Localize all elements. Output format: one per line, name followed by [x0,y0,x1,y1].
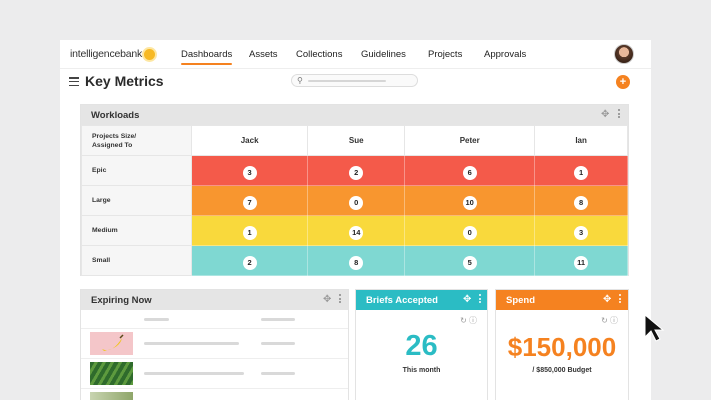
list-item[interactable] [81,329,348,359]
briefs-widget: Briefs Accepted ✥ ↻ ⓘ 26 This month [355,289,488,400]
move-icon[interactable]: ✥ [323,294,332,305]
briefs-header: Briefs Accepted ✥ [356,290,487,310]
spend-caption: / $850,000 Budget [532,367,592,374]
workload-cell[interactable]: 1 [534,155,628,186]
kebab-icon[interactable] [619,294,622,305]
user-avatar[interactable] [614,44,634,64]
workload-cell[interactable]: 1 [190,215,309,246]
nav-assets[interactable]: Assets [249,49,278,60]
table-row: Medium 1 14 0 3 [81,215,628,246]
workload-cell[interactable]: 3 [534,215,628,246]
workloads-table: Projects Size/Assigned To Jack Sue Peter… [81,125,628,276]
refresh-info-icons[interactable]: ↻ ⓘ [460,316,477,325]
nav-projects[interactable]: Projects [428,49,463,60]
column-header-peter: Peter [404,125,536,156]
spend-value: $150,000 [507,332,617,362]
count-badge: 1 [242,225,257,240]
logo[interactable]: intelligencebank [70,48,156,60]
spend-widget: Spend ✥ ↻ ⓘ $150,000 / $850,000 Budget [495,289,629,400]
list-header-row [81,310,348,329]
column-header-ian: Ian [534,125,628,156]
move-icon[interactable]: ✥ [603,294,612,305]
expiring-header: Expiring Now ✥ [81,290,348,310]
spend-title: Spend [506,295,536,306]
kebab-icon[interactable] [618,109,621,120]
count-badge: 3 [574,225,589,240]
search-input[interactable]: ⚲ [291,74,418,87]
list-item[interactable] [81,359,348,389]
count-badge: 14 [349,225,364,240]
count-badge: 7 [242,195,257,210]
refresh-info-icons[interactable]: ↻ ⓘ [601,316,618,325]
briefs-title: Briefs Accepted [366,295,438,306]
row-label: Medium [81,215,192,246]
count-badge: 6 [462,165,477,180]
kebab-icon[interactable] [339,294,342,305]
count-badge: 11 [574,255,589,270]
workload-cell[interactable]: 0 [404,215,536,246]
count-badge: 2 [242,255,257,270]
expiring-title: Expiring Now [91,295,152,306]
banana-image [90,332,133,355]
table-corner-header: Projects Size/Assigned To [81,125,192,156]
kebab-icon[interactable] [479,294,482,305]
workload-cell[interactable]: 8 [534,185,628,216]
workload-cell[interactable]: 14 [307,215,406,246]
nav-approvals[interactable]: Approvals [484,49,527,60]
column-header-jack: Jack [190,125,309,156]
workloads-widget: Workloads ✥ Projects Size/Assigned To Ja… [80,104,629,276]
workload-cell[interactable]: 3 [190,155,309,186]
row-label: Small [81,245,192,276]
table-row: Large 7 0 10 8 [81,185,628,216]
workload-cell[interactable]: 2 [307,155,406,186]
briefs-caption: This month [402,367,441,374]
briefs-value: 26 [405,330,438,362]
count-badge: 10 [462,195,477,210]
workloads-header: Workloads ✥ [81,105,628,125]
app-window: intelligencebank Dashboards Assets Colle… [60,40,651,400]
workload-cell[interactable]: 0 [307,185,406,216]
nav-guidelines[interactable]: Guidelines [361,49,406,60]
page-title: Key Metrics [85,73,164,89]
search-placeholder-bar [308,80,386,82]
workload-cell[interactable]: 7 [190,185,309,216]
workload-cell[interactable]: 2 [190,245,309,276]
row-label: Large [81,185,192,216]
column-header-sue: Sue [307,125,406,156]
leaf-image [90,362,133,385]
workload-cell[interactable]: 11 [534,245,628,276]
page-header: Key Metrics ⚲ + [60,68,651,94]
row-label: Epic [81,155,192,186]
nav-collections[interactable]: Collections [296,49,343,60]
move-icon[interactable]: ✥ [601,109,610,120]
count-badge: 0 [462,225,477,240]
count-badge: 1 [574,165,589,180]
cursor-icon [644,314,665,342]
workload-cell[interactable]: 6 [404,155,536,186]
workload-cell[interactable]: 10 [404,185,536,216]
workloads-title: Workloads [91,110,140,121]
count-badge: 5 [462,255,477,270]
workload-cell[interactable]: 5 [404,245,536,276]
count-badge: 0 [349,195,364,210]
expiring-widget: Expiring Now ✥ [80,289,349,400]
count-badge: 8 [574,195,589,210]
spend-header: Spend ✥ [496,290,628,310]
table-row: Epic 3 2 6 1 [81,155,628,186]
count-badge: 2 [349,165,364,180]
search-icon: ⚲ [297,76,303,85]
add-button[interactable]: + [616,75,630,89]
count-badge: 3 [242,165,257,180]
count-badge: 8 [349,255,364,270]
nav-dashboards[interactable]: Dashboards [181,49,233,65]
table-row: Small 2 8 5 11 [81,245,628,276]
tree-image [90,392,133,400]
top-navigation: intelligencebank Dashboards Assets Colle… [60,40,651,68]
logo-text: intelligencebank [70,48,143,60]
move-icon[interactable]: ✥ [463,294,472,305]
sun-icon [144,48,156,60]
workload-cell[interactable]: 8 [307,245,406,276]
menu-icon[interactable] [69,77,79,87]
list-item[interactable] [81,389,348,400]
